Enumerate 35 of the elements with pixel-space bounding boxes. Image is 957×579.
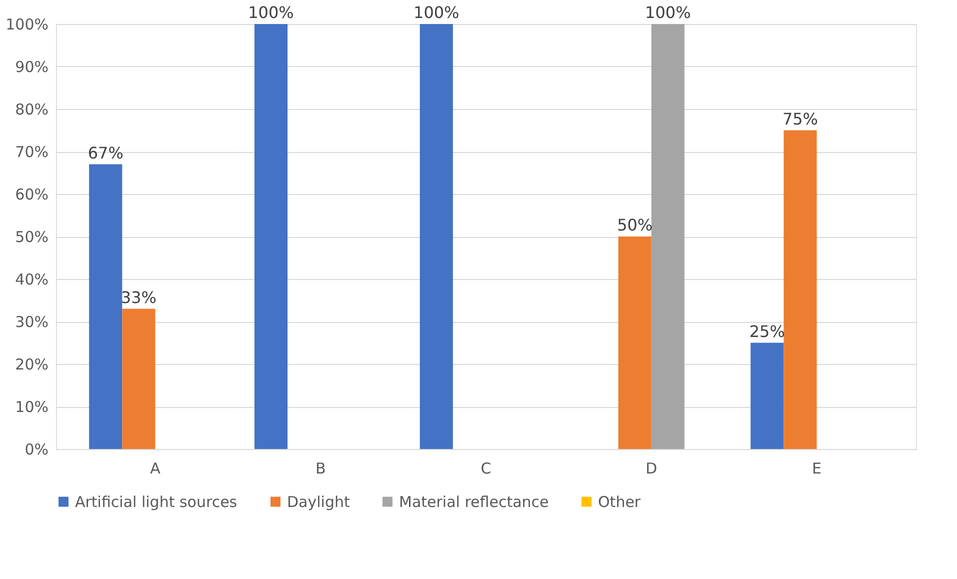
bar	[618, 236, 652, 449]
x-tick-label: C	[480, 460, 492, 478]
legend-label: Daylight	[287, 492, 350, 511]
y-tick-label: 60%	[15, 186, 48, 204]
y-tick-label: 0%	[24, 440, 48, 458]
y-tick-label: 40%	[15, 270, 48, 288]
y-tick-label: 50%	[15, 228, 48, 246]
data-label: 67%	[88, 143, 124, 162]
x-tick-label: D	[646, 460, 658, 478]
bar	[651, 24, 684, 449]
y-tick-label: 90%	[15, 58, 48, 76]
y-tick-label: 80%	[15, 100, 48, 118]
data-label: 100%	[645, 3, 691, 22]
legend-label: Other	[598, 492, 642, 511]
legend-label: Material reflectance	[399, 492, 549, 511]
data-label: 100%	[414, 3, 460, 22]
bar	[784, 130, 817, 449]
y-tick-label: 100%	[6, 16, 48, 34]
data-label: 100%	[248, 3, 294, 22]
legend-label: Artificial light sources	[75, 492, 238, 511]
data-label: 50%	[617, 216, 653, 234]
bar	[750, 342, 784, 449]
y-tick-label: 30%	[15, 313, 48, 331]
data-label: 75%	[782, 109, 818, 128]
y-tick-label: 70%	[15, 143, 48, 161]
bar	[89, 164, 122, 449]
x-tick-label: A	[150, 460, 162, 478]
x-tick-label: B	[315, 460, 326, 478]
bar	[254, 24, 288, 449]
y-tick-label: 10%	[15, 398, 48, 416]
y-tick-label: 20%	[15, 356, 48, 374]
data-label: 33%	[120, 288, 156, 307]
bar	[420, 24, 453, 449]
x-tick-label: E	[812, 460, 822, 478]
bar	[122, 308, 156, 449]
